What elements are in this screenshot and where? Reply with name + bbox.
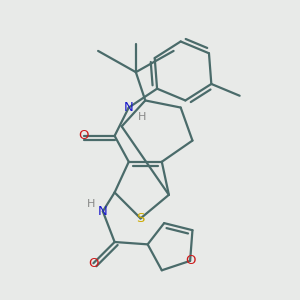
Text: H: H: [138, 112, 146, 122]
Text: N: N: [98, 205, 108, 218]
Text: N: N: [124, 101, 134, 114]
Text: O: O: [185, 254, 195, 267]
Text: S: S: [136, 212, 145, 225]
Text: O: O: [88, 257, 99, 270]
Text: H: H: [87, 199, 95, 209]
Text: O: O: [79, 129, 89, 142]
